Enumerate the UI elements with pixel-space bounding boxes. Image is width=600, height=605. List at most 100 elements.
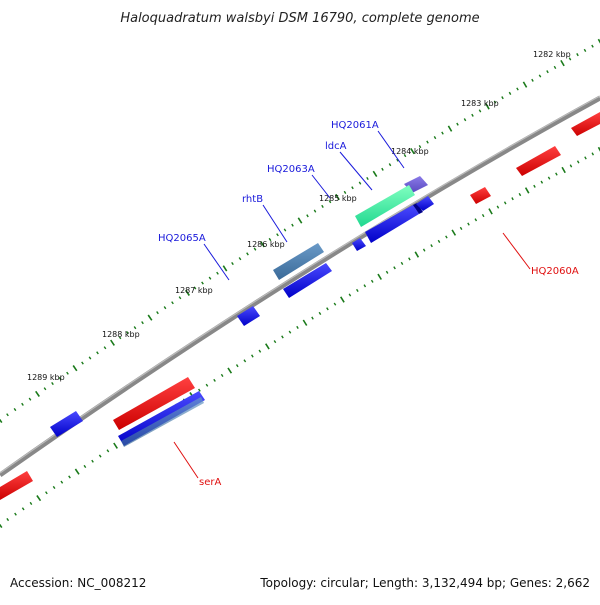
- outer-tick: [202, 282, 204, 284]
- outer-tick: [561, 60, 564, 66]
- outer-tick: [97, 352, 99, 354]
- outer-tick: [509, 92, 510, 95]
- inner-tick: [541, 181, 542, 183]
- label-ldcA: ldcA: [325, 141, 347, 152]
- outer-tick: [111, 340, 115, 345]
- inner-tick: [349, 294, 350, 296]
- kbp-label-1285: 1285 kbp: [319, 194, 357, 203]
- outer-tick: [22, 403, 24, 405]
- outer-tick: [223, 266, 226, 271]
- gene-forward-1289: [50, 411, 83, 437]
- inner-tick: [372, 280, 374, 282]
- inner-tick: [61, 481, 63, 483]
- kbp-label-1282: 1282 kbp: [533, 50, 571, 59]
- kbp-label-1289: 1289 kbp: [27, 373, 65, 382]
- outer-tick: [298, 218, 301, 223]
- inner-tick: [483, 214, 484, 217]
- inner-tick: [221, 374, 223, 376]
- outer-tick: [532, 79, 533, 81]
- inner-tick: [303, 320, 306, 326]
- inner-tick: [107, 450, 109, 452]
- inner-tick-row: [0, 147, 600, 527]
- outer-tick: [434, 136, 435, 138]
- inner-tick: [297, 326, 298, 328]
- outer-tick: [157, 312, 159, 314]
- inner-tick: [274, 341, 276, 343]
- gene-reverse-1282: [571, 112, 600, 136]
- outer-tick: [554, 66, 555, 69]
- outer-tick: [44, 388, 46, 390]
- inner-tick: [460, 227, 461, 229]
- inner-tick: [92, 460, 94, 462]
- inner-tick: [0, 522, 2, 527]
- inner-tick: [228, 368, 231, 373]
- inner-tick: [424, 249, 425, 251]
- outer-tick: [36, 391, 40, 396]
- outer-tick: [217, 272, 219, 274]
- label-HQ2061A: HQ2061A: [331, 120, 379, 131]
- inner-tick: [244, 360, 246, 362]
- kbp-label-1284: 1284 kbp: [391, 147, 429, 156]
- label-HQ2060A: HQ2060A: [531, 266, 579, 277]
- inner-tick: [206, 384, 208, 386]
- outer-tick: [442, 132, 443, 134]
- label-HQ2065A: HQ2065A: [158, 233, 206, 244]
- leader-HQ2065A: [204, 244, 229, 280]
- outer-tick: [359, 182, 360, 184]
- outer-tick: [73, 366, 77, 371]
- outer-tick: [314, 210, 315, 212]
- label-rhtB: rhtB: [242, 194, 263, 205]
- outer-tick: [148, 315, 152, 320]
- inner-tick: [75, 469, 79, 474]
- inner-tick: [497, 206, 498, 208]
- label-serA: serA: [199, 477, 221, 488]
- inner-tick: [386, 271, 387, 273]
- outer-tick: [29, 398, 31, 400]
- outer-tick: [373, 171, 376, 176]
- inner-tick: [334, 303, 336, 305]
- inner-tick: [312, 317, 313, 319]
- outer-tick: [142, 322, 144, 324]
- outer-tick: [67, 372, 69, 374]
- outer-tick: [104, 347, 106, 349]
- inner-tick: [357, 289, 359, 291]
- outer-tick: [547, 71, 548, 73]
- inner-tick: [99, 455, 101, 457]
- inner-tick: [512, 198, 513, 200]
- outer-tick: [292, 224, 293, 226]
- outer-tick: [382, 168, 383, 170]
- outer-tick: [0, 417, 2, 422]
- outer-tick: [14, 408, 16, 410]
- genome-summary-text: Topology: circular; Length: 3,132,494 bp…: [260, 576, 590, 590]
- leader-HQ2060A: [503, 233, 530, 269]
- outer-tick: [472, 114, 473, 116]
- outer-tick: [479, 110, 480, 112]
- outer-tick: [448, 126, 451, 131]
- outer-tick: [82, 362, 84, 364]
- inner-tick: [114, 443, 118, 448]
- outer-tick: [539, 75, 540, 77]
- outer-tick: [209, 277, 211, 279]
- inner-tick: [585, 157, 586, 160]
- outer-tick: [307, 215, 308, 217]
- kbp-label-1283: 1283 kbp: [461, 99, 499, 108]
- inner-tick: [364, 285, 365, 287]
- gene-forward-1287: [237, 306, 260, 326]
- label-HQ2063A: HQ2063A: [267, 164, 315, 175]
- inner-tick: [415, 252, 418, 257]
- outer-tick: [352, 187, 353, 189]
- inner-tick: [548, 177, 549, 179]
- outer-tick: [179, 297, 181, 299]
- inner-tick: [199, 389, 201, 391]
- inner-tick: [69, 476, 71, 478]
- inner-tick: [46, 492, 48, 494]
- inner-tick: [438, 240, 439, 242]
- inner-tick: [578, 161, 579, 164]
- outer-tick: [427, 141, 428, 143]
- inner-tick: [489, 209, 492, 215]
- inner-tick: [592, 153, 593, 156]
- outer-tick: [577, 53, 578, 56]
- outer-tick: [164, 307, 166, 309]
- inner-tick: [534, 185, 535, 187]
